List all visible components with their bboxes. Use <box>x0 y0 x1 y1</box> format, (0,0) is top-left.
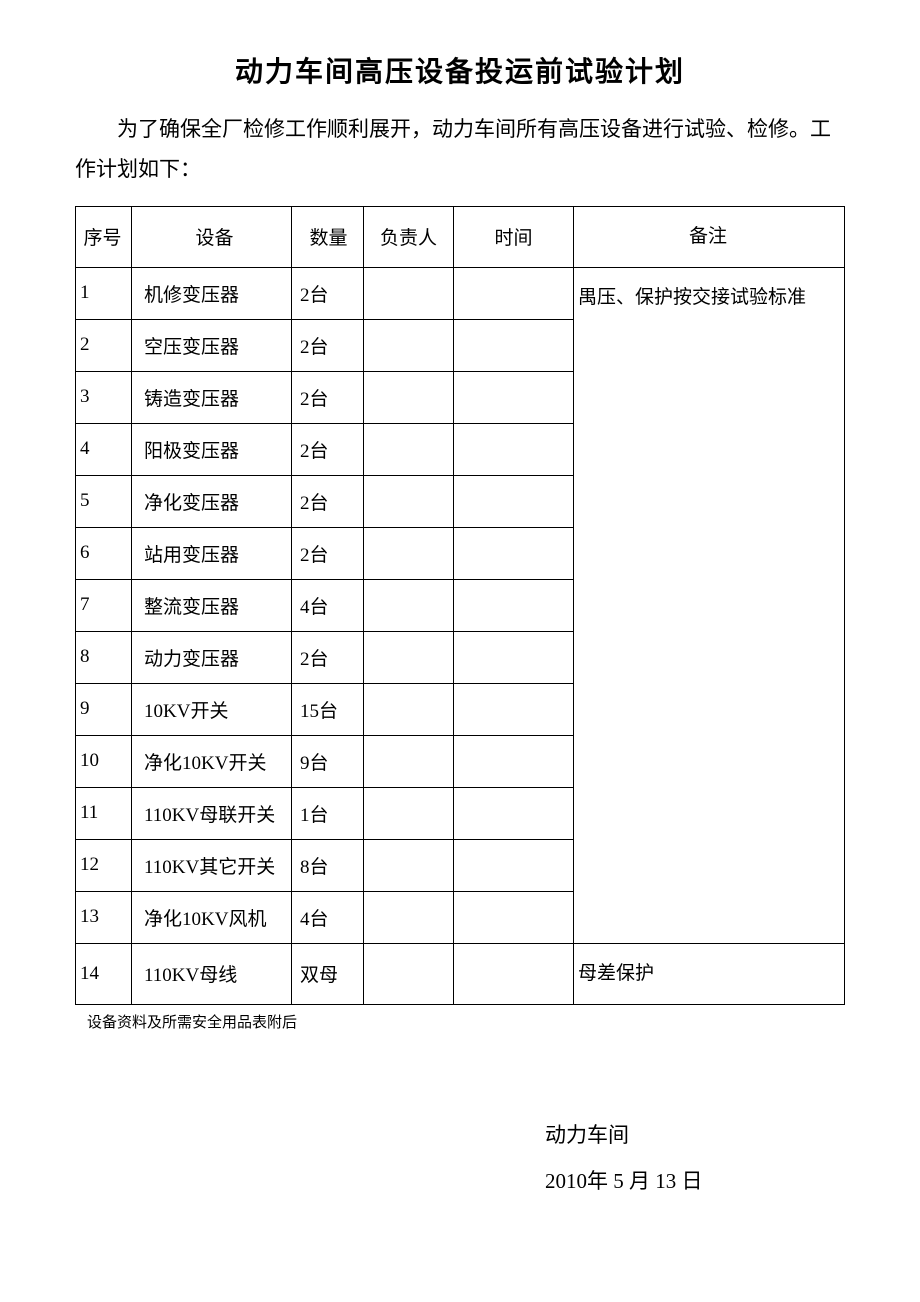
cell-qty: 2台 <box>292 527 364 579</box>
cell-qty: 1台 <box>292 787 364 839</box>
cell-time <box>454 683 574 735</box>
signature-date: 2010年 5 月 13 日 <box>545 1158 845 1204</box>
cell-seq: 11 <box>76 787 132 839</box>
cell-device: 净化10KV开关 <box>132 735 292 787</box>
cell-person <box>364 371 454 423</box>
cell-qty: 2台 <box>292 631 364 683</box>
cell-person <box>364 423 454 475</box>
cell-time <box>454 371 574 423</box>
cell-seq: 2 <box>76 319 132 371</box>
cell-person <box>364 839 454 891</box>
signature-block: 动力车间 2010年 5 月 13 日 <box>75 1112 845 1204</box>
cell-person <box>364 475 454 527</box>
cell-device: 动力变压器 <box>132 631 292 683</box>
header-device: 设备 <box>132 206 292 267</box>
cell-person <box>364 527 454 579</box>
cell-device: 铸造变压器 <box>132 371 292 423</box>
equipment-table: 序号 设备 数量 负责人 时间 备注 1机修变压器2台禺压、保护按交接试验标准2… <box>75 206 845 1005</box>
cell-seq: 9 <box>76 683 132 735</box>
cell-qty: 2台 <box>292 319 364 371</box>
cell-seq: 4 <box>76 423 132 475</box>
document-title: 动力车间高压设备投运前试验计划 <box>75 50 845 90</box>
cell-note-group2: 母差保护 <box>574 943 845 1004</box>
cell-device: 110KV其它开关 <box>132 839 292 891</box>
cell-qty: 2台 <box>292 423 364 475</box>
cell-device: 净化10KV风机 <box>132 891 292 943</box>
cell-time <box>454 579 574 631</box>
cell-seq: 10 <box>76 735 132 787</box>
cell-time <box>454 527 574 579</box>
cell-seq: 8 <box>76 631 132 683</box>
cell-device: 10KV开关 <box>132 683 292 735</box>
cell-qty: 9台 <box>292 735 364 787</box>
table-header-row: 序号 设备 数量 负责人 时间 备注 <box>76 206 845 267</box>
cell-qty: 2台 <box>292 475 364 527</box>
signature-department: 动力车间 <box>545 1112 845 1158</box>
cell-device: 空压变压器 <box>132 319 292 371</box>
cell-qty: 15台 <box>292 683 364 735</box>
cell-device: 净化变压器 <box>132 475 292 527</box>
cell-person <box>364 267 454 319</box>
cell-seq: 12 <box>76 839 132 891</box>
cell-seq: 14 <box>76 943 132 1004</box>
cell-person <box>364 943 454 1004</box>
cell-person <box>364 631 454 683</box>
cell-person <box>364 891 454 943</box>
cell-device: 机修变压器 <box>132 267 292 319</box>
header-person: 负责人 <box>364 206 454 267</box>
cell-device: 110KV母线 <box>132 943 292 1004</box>
cell-person <box>364 683 454 735</box>
cell-device: 110KV母联开关 <box>132 787 292 839</box>
cell-person <box>364 735 454 787</box>
cell-note-group1: 禺压、保护按交接试验标准 <box>574 267 845 943</box>
cell-qty: 2台 <box>292 371 364 423</box>
cell-qty: 2台 <box>292 267 364 319</box>
table-row: 1机修变压器2台禺压、保护按交接试验标准 <box>76 267 845 319</box>
cell-device: 整流变压器 <box>132 579 292 631</box>
cell-time <box>454 631 574 683</box>
cell-qty: 4台 <box>292 891 364 943</box>
cell-time <box>454 839 574 891</box>
cell-time <box>454 787 574 839</box>
cell-person <box>364 579 454 631</box>
cell-time <box>454 735 574 787</box>
header-qty: 数量 <box>292 206 364 267</box>
cell-qty: 双母 <box>292 943 364 1004</box>
cell-seq: 7 <box>76 579 132 631</box>
cell-qty: 4台 <box>292 579 364 631</box>
cell-seq: 1 <box>76 267 132 319</box>
cell-time <box>454 423 574 475</box>
header-note: 备注 <box>574 206 845 267</box>
cell-seq: 3 <box>76 371 132 423</box>
cell-person <box>364 787 454 839</box>
cell-seq: 6 <box>76 527 132 579</box>
cell-person <box>364 319 454 371</box>
header-time: 时间 <box>454 206 574 267</box>
cell-qty: 8台 <box>292 839 364 891</box>
cell-seq: 13 <box>76 891 132 943</box>
cell-time <box>454 891 574 943</box>
cell-time <box>454 943 574 1004</box>
footer-note: 设备资料及所需安全用品表附后 <box>75 1011 845 1032</box>
cell-time <box>454 475 574 527</box>
header-seq: 序号 <box>76 206 132 267</box>
cell-seq: 5 <box>76 475 132 527</box>
intro-paragraph: 为了确保全厂检修工作顺利展开，动力车间所有高压设备进行试验、检修。工作计划如下： <box>75 110 845 190</box>
cell-device: 站用变压器 <box>132 527 292 579</box>
cell-device: 阳极变压器 <box>132 423 292 475</box>
cell-time <box>454 319 574 371</box>
cell-time <box>454 267 574 319</box>
table-row: 14110KV母线双母 母差保护 <box>76 943 845 1004</box>
